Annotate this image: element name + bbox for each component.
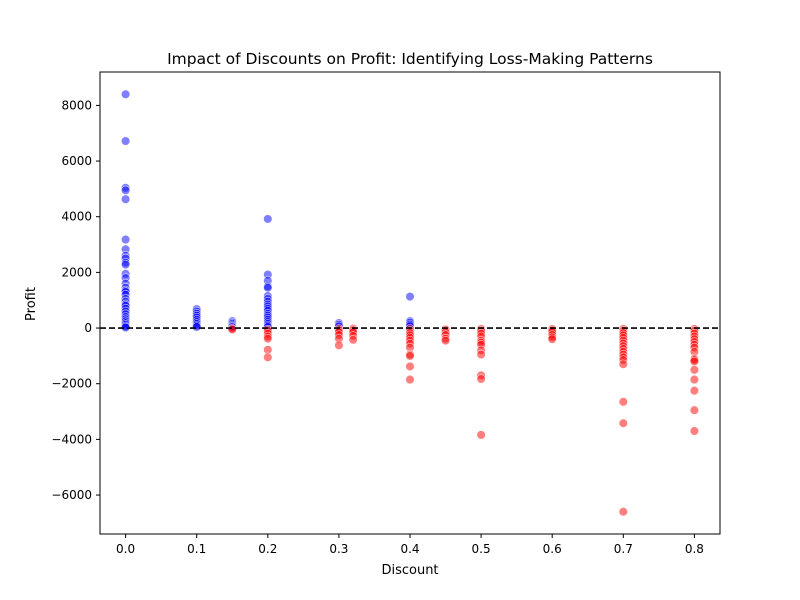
plot-area — [100, 89, 720, 517]
data-point-loss-70 — [618, 418, 628, 428]
data-point-profit-41 — [192, 322, 202, 332]
x-tick-label: 0.4 — [400, 542, 419, 556]
data-point-profit-0 — [120, 89, 131, 99]
y-tick-label: −4000 — [51, 432, 92, 446]
data-point-profit-4 — [120, 194, 131, 204]
data-point-loss-71 — [618, 507, 628, 517]
data-point-profit-10 — [120, 259, 131, 270]
data-point-loss-30 — [405, 361, 415, 372]
data-point-loss-83 — [689, 356, 700, 367]
data-point-loss-84 — [689, 365, 700, 375]
x-tick-label: 0.7 — [614, 542, 633, 556]
y-tick-label: 2000 — [61, 265, 92, 279]
y-tick-label: 0 — [84, 321, 92, 335]
x-axis: 0.0 0.1 0.2 0.3 0.4 0.5 0.6 0.7 0.8 — [116, 534, 704, 556]
data-point-loss-6 — [263, 334, 273, 344]
data-point-loss-8 — [263, 352, 273, 362]
data-point-loss-19 — [348, 335, 358, 345]
chart-title: Impact of Discounts on Profit: Identifyi… — [167, 50, 653, 68]
x-tick-label: 0.2 — [258, 542, 277, 556]
y-tick-label: −6000 — [51, 488, 92, 502]
data-point-loss-45 — [476, 349, 486, 360]
data-point-loss-48 — [476, 430, 486, 440]
data-point-loss-68 — [618, 359, 628, 369]
data-point-profit-52 — [263, 283, 273, 293]
data-point-loss-36 — [440, 335, 451, 346]
y-axis: −6000 −4000 −2000 0 2000 4000 6000 8000 — [51, 98, 100, 502]
data-point-loss-86 — [689, 386, 700, 396]
y-tick-label: 6000 — [61, 154, 92, 168]
x-tick-label: 0.0 — [116, 542, 135, 556]
data-point-loss-14 — [334, 340, 344, 350]
x-tick-label: 0.8 — [685, 542, 704, 556]
data-point-loss-87 — [689, 405, 700, 415]
data-point-loss-29 — [405, 351, 415, 361]
data-point-loss-47 — [476, 374, 486, 384]
data-point-profit-3 — [120, 185, 131, 195]
data-point-profit-48 — [263, 214, 273, 224]
x-tick-label: 0.5 — [472, 542, 491, 556]
data-point-loss-54 — [547, 334, 557, 344]
x-axis-label: Discount — [381, 563, 438, 578]
data-point-loss-69 — [618, 397, 628, 407]
y-axis-label: Profit — [24, 287, 39, 321]
y-tick-label: 4000 — [61, 210, 92, 224]
y-tick-label: 8000 — [61, 98, 92, 112]
x-tick-label: 0.3 — [329, 542, 348, 556]
data-point-loss-31 — [405, 374, 415, 385]
data-point-loss-85 — [689, 374, 700, 385]
data-point-profit-5 — [120, 234, 131, 245]
y-tick-label: −2000 — [51, 377, 92, 391]
data-point-loss-1 — [227, 324, 237, 335]
data-point-loss-88 — [689, 426, 700, 436]
data-point-profit-71 — [405, 292, 415, 302]
data-point-profit-1 — [120, 136, 131, 146]
x-tick-label: 0.1 — [187, 542, 206, 556]
x-tick-label: 0.6 — [543, 542, 562, 556]
